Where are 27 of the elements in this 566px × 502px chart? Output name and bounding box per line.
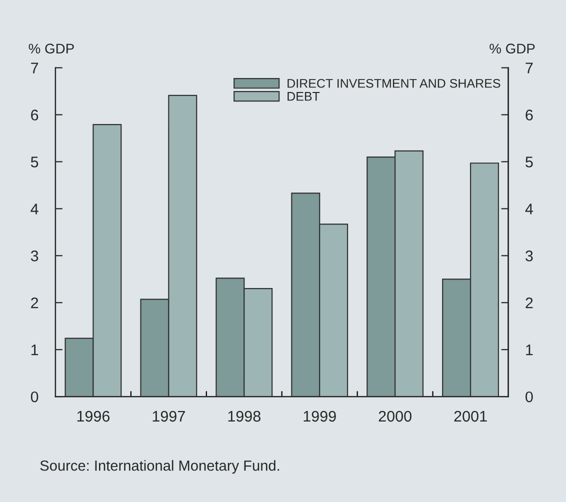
y-tick-label: 1 [31, 344, 38, 356]
x-tick-label: 2000 [378, 410, 412, 422]
y2-axis-title: % GDP [490, 44, 535, 54]
y-tick-label: 2 [31, 298, 38, 308]
y2-tick-label: 1 [526, 344, 533, 356]
y2-tick-label: 5 [526, 156, 533, 168]
y-tick-label: 3 [30, 250, 38, 262]
x-tick-label: 1996 [77, 410, 110, 422]
x-tick-label: 1998 [228, 410, 260, 422]
y-tick-label: 0 [30, 391, 38, 402]
legend-label: DEBT [288, 92, 320, 101]
y-tick-label: 4 [30, 204, 38, 214]
x-tick-label: 1999 [304, 410, 336, 422]
y2-tick-label: 0 [526, 391, 533, 402]
y2-tick-label: 3 [526, 250, 533, 262]
legend-label: DIRECT INVESTMENT AND SHARES [288, 78, 500, 88]
y-axis-title: % GDP [28, 44, 74, 54]
y2-tick-label: 7 [526, 62, 533, 74]
source-note: Source: International Monetary Fund. [40, 460, 280, 474]
y2-tick-label: 2 [526, 298, 533, 308]
y2-tick-label: 6 [526, 110, 533, 120]
y-tick-label: 5 [30, 156, 38, 168]
y-tick-label: 7 [31, 62, 38, 74]
x-tick-label: 1997 [152, 410, 185, 422]
y-tick-label: 6 [31, 110, 38, 120]
y2-tick-label: 4 [525, 204, 533, 214]
x-tick-label: 2001 [454, 410, 487, 422]
